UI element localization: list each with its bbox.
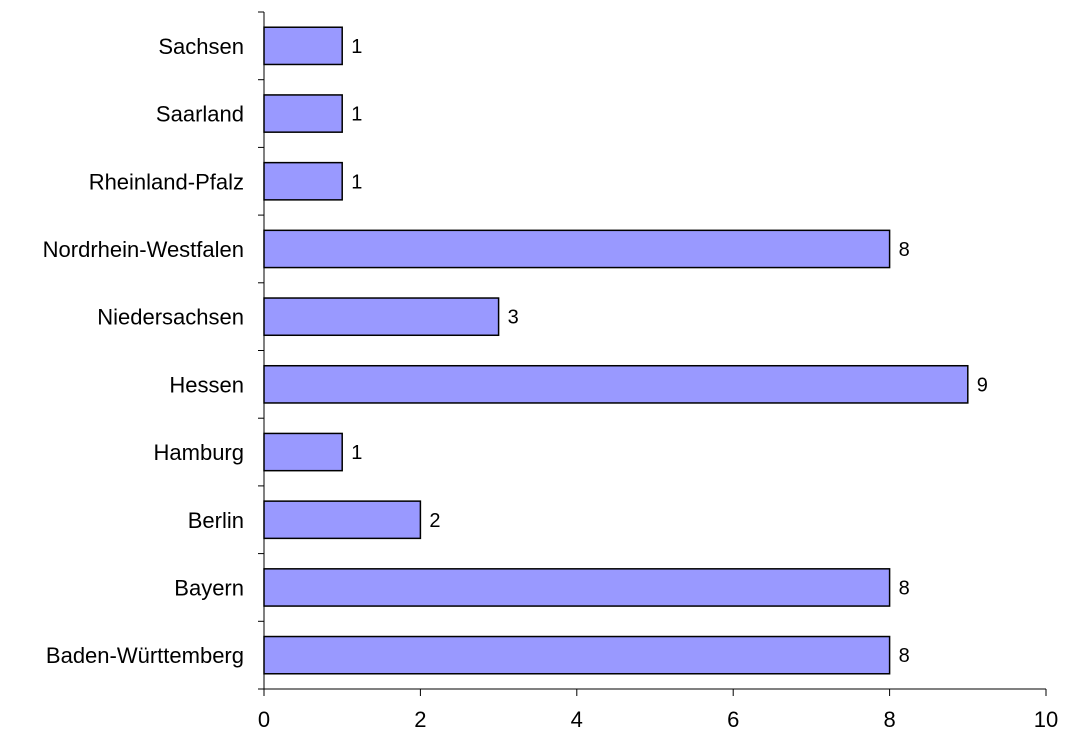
data-label: 1 — [351, 104, 362, 126]
data-label: 3 — [508, 307, 519, 329]
category-label: Niedersachsen — [97, 305, 244, 330]
x-tick-label: 4 — [571, 707, 583, 732]
bar — [263, 568, 891, 607]
category-label: Saarland — [156, 102, 244, 127]
bar — [263, 297, 500, 337]
category-label: Hessen — [169, 372, 244, 397]
category-label: Rheinland-Pfalz — [89, 169, 244, 194]
data-label: 8 — [899, 645, 910, 667]
x-tick-label: 6 — [727, 707, 739, 732]
x-tick-label: 2 — [414, 707, 426, 732]
data-label: 9 — [977, 374, 988, 396]
bars — [263, 26, 969, 675]
x-tick-label: 0 — [258, 707, 270, 732]
data-label: 1 — [351, 171, 362, 193]
data-label: 2 — [429, 510, 440, 532]
bar — [263, 229, 891, 269]
bar — [263, 161, 343, 201]
data-label: 1 — [351, 36, 362, 58]
category-label: Bayern — [174, 575, 244, 600]
category-label: Hamburg — [154, 440, 244, 465]
category-label: Berlin — [188, 508, 244, 533]
bar — [263, 94, 343, 133]
data-label: 1 — [351, 442, 362, 464]
bar — [263, 500, 422, 540]
bar — [263, 432, 343, 472]
data-label: 8 — [899, 577, 910, 599]
data-label: 8 — [899, 239, 910, 261]
bar — [263, 635, 891, 675]
bar — [263, 364, 969, 404]
category-label: Nordrhein-Westfalen — [43, 237, 244, 262]
x-tick-label: 8 — [883, 707, 895, 732]
labels: 0 2 4 6 8 10 Baden-Württemberg 8 Bayern 8 Berlin 2 H… — [43, 34, 1059, 732]
category-label: Sachsen — [158, 34, 244, 59]
bar — [263, 26, 343, 66]
x-tick-label: 10 — [1034, 707, 1058, 732]
category-label: Baden-Württemberg — [46, 643, 244, 668]
